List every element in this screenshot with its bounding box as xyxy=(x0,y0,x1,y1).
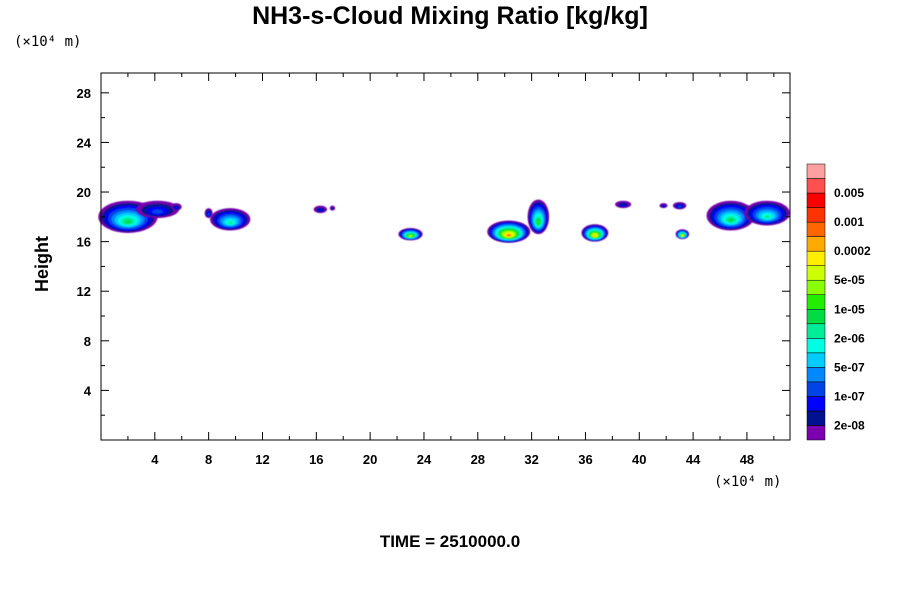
colorbar-swatch xyxy=(806,236,826,252)
colorbar-label: 5e-05 xyxy=(834,273,865,287)
cloud-contour xyxy=(227,221,233,225)
cloud-contour xyxy=(507,234,511,237)
colorbar-swatch xyxy=(806,294,826,310)
x-tick-label: 44 xyxy=(686,452,701,467)
cloud-contour xyxy=(681,234,684,237)
colorbar-swatch xyxy=(806,323,826,339)
cloud-patch xyxy=(313,205,328,214)
x-tick-label: 28 xyxy=(471,452,485,467)
colorbar-swatch xyxy=(806,410,826,426)
colorbar-label: 0.005 xyxy=(834,186,864,200)
cloud-patch xyxy=(398,227,423,241)
cloud-contour xyxy=(728,218,734,222)
cloud-patch xyxy=(527,199,550,235)
y-tick-label: 8 xyxy=(84,334,91,349)
cloud-patch xyxy=(135,200,180,219)
cloud-contour xyxy=(764,215,770,219)
x-tick-label: 16 xyxy=(309,452,323,467)
cloud-patch xyxy=(170,203,182,211)
colorbar: 2e-08 1e-07 5e-07 2e-06 1e-05 5e-05 0.0002 0.00… xyxy=(806,163,871,441)
cloud-contour xyxy=(620,204,626,207)
cloud-patch xyxy=(329,205,336,211)
y-tick-label: 24 xyxy=(77,135,92,150)
cloud-contour xyxy=(174,206,179,210)
cloud-patch xyxy=(659,203,668,209)
cloud-patch xyxy=(675,229,690,240)
cloud-patch xyxy=(581,224,609,242)
colorbar-swatch xyxy=(806,367,826,383)
cloud-patch xyxy=(210,208,251,231)
cloud-patch xyxy=(204,208,213,219)
y-tick-label: 20 xyxy=(77,185,91,200)
x-tick-label: 40 xyxy=(632,452,646,467)
y-tick-label: 4 xyxy=(84,383,92,398)
cloud-contour xyxy=(677,205,682,208)
cloud-patch xyxy=(98,200,158,233)
cloud-contour xyxy=(409,235,412,237)
x-tick-label: 24 xyxy=(417,452,432,467)
colorbar-swatch xyxy=(806,279,826,295)
colorbar-swatch xyxy=(806,352,826,368)
cloud-field xyxy=(98,199,790,243)
x-tick-label: 12 xyxy=(255,452,269,467)
x-tick-label: 20 xyxy=(363,452,377,467)
colorbar-swatch xyxy=(806,163,826,179)
colorbar-swatch xyxy=(806,221,826,237)
colorbar-swatch xyxy=(806,381,826,397)
y-tick-label: 12 xyxy=(77,284,91,299)
y-tick-label: 16 xyxy=(77,235,91,250)
colorbar-label: 2e-08 xyxy=(834,418,865,432)
colorbar-swatch xyxy=(806,425,826,441)
colorbar-swatch xyxy=(806,207,826,223)
cloud-patch xyxy=(706,200,756,231)
colorbar-label: 1e-07 xyxy=(834,389,865,403)
cloud-contour xyxy=(593,234,596,237)
cloud-contour xyxy=(124,220,132,224)
cloud-patch xyxy=(487,220,531,243)
colorbar-label: 2e-06 xyxy=(834,331,865,345)
colorbar-label: 0.0002 xyxy=(834,244,871,258)
x-tick-label: 36 xyxy=(578,452,592,467)
cloud-contour xyxy=(318,209,323,212)
x-tick-label: 32 xyxy=(524,452,538,467)
x-tick-label: 48 xyxy=(740,452,754,467)
y-axis-unit: (×10⁴ m) xyxy=(14,34,82,50)
cloud-contour xyxy=(152,209,163,214)
cloud-contour xyxy=(537,220,540,225)
x-tick-label: 8 xyxy=(205,452,212,467)
cloud-contour xyxy=(207,213,210,216)
time-label: TIME = 2510000.0 xyxy=(379,532,521,551)
colorbar-label: 5e-07 xyxy=(834,360,865,374)
cloud-patch xyxy=(615,200,632,209)
colorbar-swatch xyxy=(806,192,826,208)
x-tick-label: 4 xyxy=(151,452,159,467)
cloud-patch xyxy=(744,200,790,226)
chart-title: NH3-s-Cloud Mixing Ratio [kg/kg] xyxy=(252,2,648,30)
colorbar-swatch xyxy=(806,396,826,412)
x-axis-unit: (×10⁴ m) xyxy=(714,474,782,490)
cloud-contour xyxy=(662,205,665,208)
cloud-contour xyxy=(331,207,334,210)
colorbar-swatch xyxy=(806,338,826,354)
plot-frame xyxy=(100,72,791,441)
colorbar-swatch xyxy=(806,250,826,266)
colorbar-swatch xyxy=(806,265,826,281)
colorbar-label: 0.001 xyxy=(834,215,864,229)
y-tick-label: 28 xyxy=(77,86,91,101)
colorbar-swatch xyxy=(806,309,826,325)
colorbar-swatch xyxy=(806,178,826,194)
cloud-patch xyxy=(672,201,687,210)
colorbar-label: 1e-05 xyxy=(834,302,865,316)
